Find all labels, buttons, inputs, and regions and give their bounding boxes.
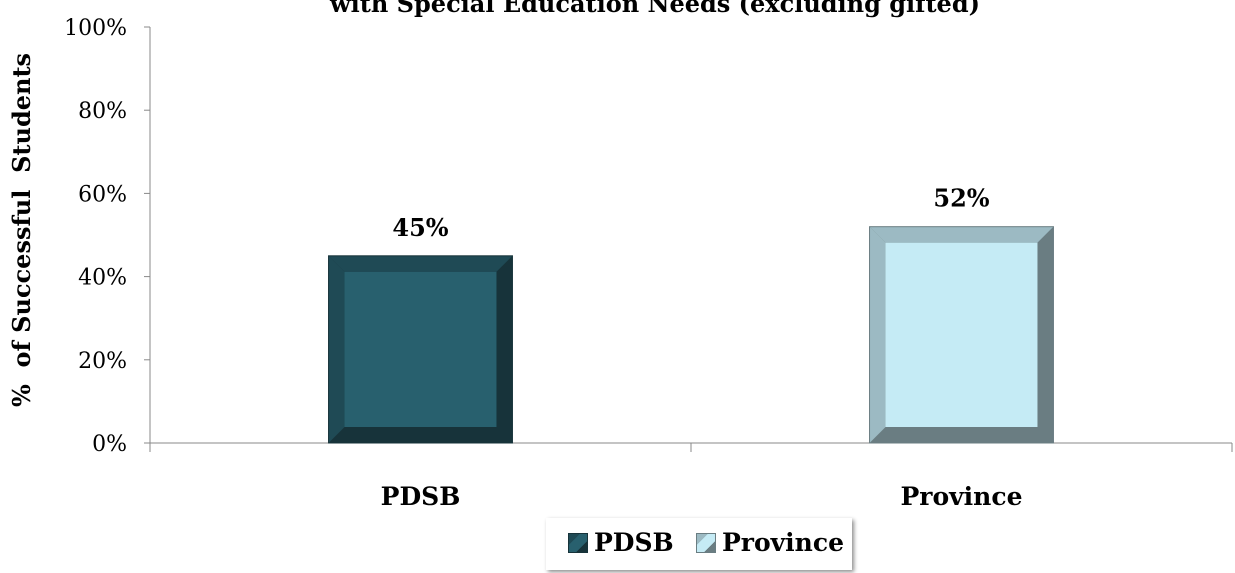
legend-label-province: Province bbox=[722, 528, 844, 557]
bar-face bbox=[885, 242, 1038, 427]
bar-bevel-top bbox=[328, 255, 513, 272]
y-axis-label: % of Successful Students bbox=[7, 53, 36, 407]
legend-item-pdsb: PDSB bbox=[568, 528, 674, 558]
bar-bevel-left bbox=[328, 255, 345, 443]
bar-province bbox=[869, 226, 1054, 444]
y-tick-label: 100% bbox=[64, 16, 127, 41]
y-tick-label: 0% bbox=[92, 432, 127, 457]
y-tick-label: 40% bbox=[78, 266, 127, 291]
bar-bevel-left bbox=[869, 226, 886, 443]
bar-face bbox=[344, 271, 497, 427]
legend-swatch-province bbox=[696, 533, 716, 553]
bar-pdsb bbox=[328, 255, 513, 444]
legend-swatch-pdsb bbox=[568, 533, 588, 553]
y-tick-label: 20% bbox=[78, 349, 127, 374]
chart-title: with Special Education Needs (excluding … bbox=[329, 0, 980, 18]
bar-outline bbox=[328, 255, 513, 444]
y-tick-label: 60% bbox=[78, 182, 127, 207]
legend: PDSB Province bbox=[546, 518, 852, 570]
bar-outline bbox=[869, 226, 1054, 444]
labels: 45% PDSB 52% Province bbox=[381, 184, 1023, 511]
data-label-pdsb: 45% bbox=[392, 213, 448, 242]
bar-bevel-top bbox=[869, 226, 1054, 243]
axes: 0% 20% 40% 60% 80% 100% bbox=[64, 16, 1233, 457]
bars bbox=[328, 226, 1054, 444]
legend-item-province: Province bbox=[696, 528, 844, 558]
legend-label-pdsb: PDSB bbox=[594, 528, 674, 557]
data-label-province: 52% bbox=[933, 184, 989, 213]
y-tick-label: 80% bbox=[78, 99, 127, 124]
x-tick-label-province: Province bbox=[901, 482, 1023, 511]
x-tick-label-pdsb: PDSB bbox=[381, 482, 461, 511]
